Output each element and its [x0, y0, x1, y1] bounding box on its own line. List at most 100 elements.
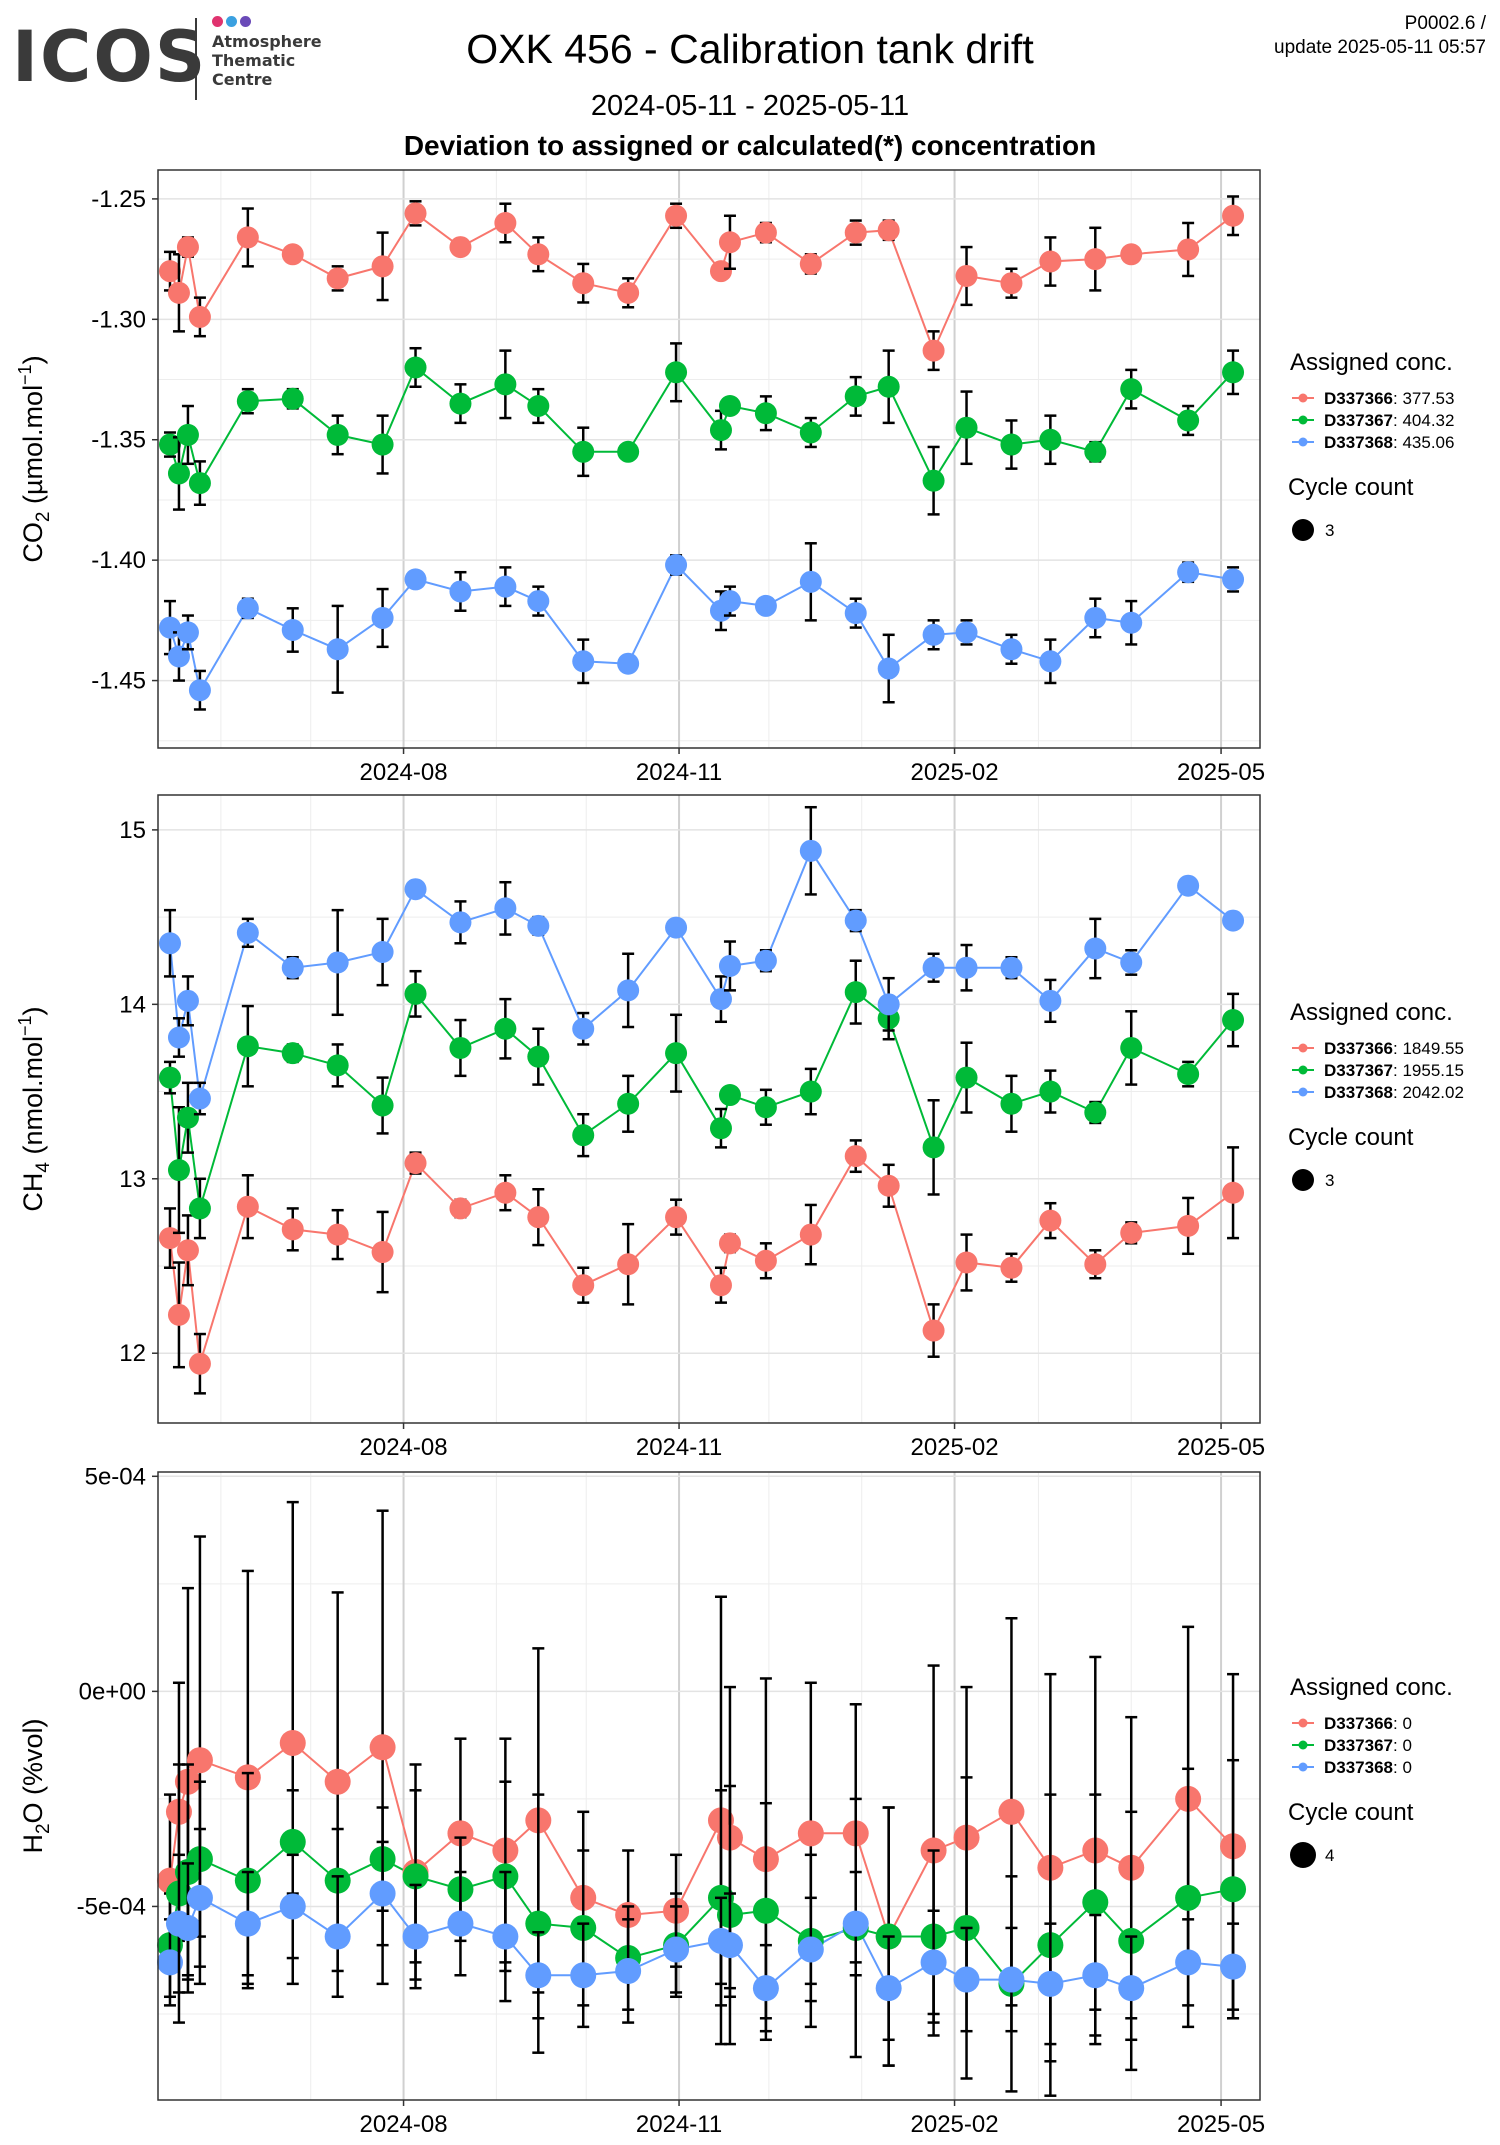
data-point-D337368 — [709, 988, 732, 1011]
data-point-D337368 — [447, 1910, 474, 1937]
data-point-D337366 — [494, 1181, 517, 1204]
legend-entry-D337368: D337368: 0 — [1324, 1758, 1412, 1777]
data-point-D337368 — [922, 623, 945, 646]
data-point-D337368 — [754, 594, 777, 617]
data-point-D337367 — [494, 1017, 517, 1040]
data-point-D337366 — [718, 231, 741, 254]
data-point-D337366 — [236, 226, 259, 249]
y-axis-title-subscript: 4 — [33, 1162, 54, 1173]
data-point-D337368 — [665, 916, 688, 939]
data-point-D337367 — [404, 982, 427, 1005]
data-point-D337366 — [167, 1303, 190, 1326]
data-point-D337366 — [158, 1227, 181, 1250]
version-info: P0002.6 / update 2025-05-11 05:57 — [1274, 12, 1486, 60]
data-point-D337367 — [1120, 1036, 1143, 1059]
data-point-D337366 — [326, 1223, 349, 1246]
data-point-D337368 — [236, 921, 259, 944]
data-point-D337367 — [449, 1036, 472, 1059]
legend-size-title: Cycle count — [1288, 1124, 1414, 1151]
chart-panel-3: 2024-08 2024-11 2025-02 2025-05 5e-04 0e+00 -5… — [18, 1463, 1453, 2138]
data-point-D337367 — [1084, 1101, 1107, 1124]
legend-size-title: Cycle count — [1288, 1799, 1414, 1826]
data-point-D337368 — [572, 1017, 595, 1040]
data-point-D337367 — [527, 1045, 550, 1068]
legend-series-value: : 1849.55 — [1393, 1039, 1464, 1058]
legend-series-name: D337367 — [1324, 1736, 1393, 1755]
data-point-D337367 — [955, 1066, 978, 1089]
data-point-D337366 — [176, 236, 199, 259]
data-point-D337366 — [665, 204, 688, 227]
data-point-D337367 — [1175, 1884, 1202, 1911]
data-point-D337367 — [326, 423, 349, 446]
data-point-D337366 — [877, 1174, 900, 1197]
data-point-D337368 — [188, 679, 211, 702]
y-axis-title-text: ) — [18, 1006, 48, 1015]
data-point-D337367 — [402, 1863, 429, 1890]
data-point-D337367 — [922, 1136, 945, 1159]
y-axis-title-text: H — [18, 1834, 48, 1854]
logo-dots-icon — [212, 14, 254, 32]
data-point-D337368 — [1084, 606, 1107, 629]
data-point-D337368 — [663, 1936, 690, 1963]
data-point-D337367 — [371, 1094, 394, 1117]
data-point-D337368 — [156, 1949, 183, 1976]
data-point-D337366 — [1120, 1221, 1143, 1244]
data-point-D337368 — [449, 911, 472, 934]
x-tick-label: 2024-11 — [636, 1434, 722, 1461]
data-point-D337368 — [718, 590, 741, 613]
y-axis-title-subscript: 2 — [33, 512, 54, 523]
legend-size-value: 4 — [1325, 1846, 1334, 1865]
y-axis-title-subscript: 2 — [33, 1823, 54, 1834]
legend-title: Assigned conc. — [1290, 999, 1453, 1026]
logo-sub-line: Atmosphere — [212, 32, 322, 51]
data-point-D337368 — [176, 989, 199, 1012]
legend-series-value: : 435.06 — [1393, 433, 1454, 452]
legend-entry-D337368: D337368: 2042.02 — [1324, 1083, 1464, 1102]
data-point-D337367 — [718, 1084, 741, 1107]
data-point-D337366 — [324, 1768, 351, 1795]
logo-dot — [226, 16, 237, 27]
data-point-D337368 — [371, 941, 394, 963]
data-point-D337368 — [752, 1975, 779, 2002]
data-point-D337367 — [236, 390, 259, 413]
legend-key-point — [1298, 1065, 1308, 1075]
data-point-D337368 — [1177, 874, 1200, 897]
y-axis-title-text: CO — [18, 522, 48, 563]
legend-size-key — [1290, 1842, 1316, 1868]
data-point-D337367 — [709, 1117, 732, 1140]
data-point-D337366 — [572, 272, 595, 295]
data-point-D337367 — [281, 1042, 304, 1065]
data-point-D337366 — [449, 1197, 472, 1220]
x-tick-label: 2024-11 — [636, 759, 722, 786]
data-point-D337366 — [1120, 243, 1143, 266]
data-point-D337368 — [1000, 638, 1023, 661]
data-point-D337368 — [754, 949, 777, 972]
y-tick-label: -1.35 — [91, 427, 146, 454]
data-point-D337367 — [1000, 433, 1023, 456]
plot-border — [157, 169, 1261, 749]
data-point-D337367 — [188, 472, 211, 495]
data-point-D337366 — [1177, 1214, 1200, 1237]
data-point-D337366 — [877, 219, 900, 242]
y-axis-title: CO2 (µmol.mol−1) — [15, 355, 54, 562]
data-point-D337366 — [369, 1734, 396, 1761]
data-point-D337366 — [844, 221, 867, 244]
data-point-D337366 — [371, 1241, 394, 1264]
data-point-D337368 — [326, 638, 349, 661]
data-point-D337366 — [1000, 1256, 1023, 1279]
data-point-D337366 — [404, 1152, 427, 1175]
data-point-D337366 — [617, 281, 640, 304]
legend-entry-D337367: D337367: 1955.15 — [1324, 1061, 1464, 1080]
legend-key-point — [1298, 437, 1308, 447]
legend-series-name: D337366 — [1324, 389, 1393, 408]
data-point-D337367 — [279, 1828, 306, 1855]
data-point-D337367 — [572, 1124, 595, 1147]
data-point-D337367 — [754, 1096, 777, 1119]
y-axis-title-text: (nmol.mol — [18, 1036, 48, 1162]
data-point-D337368 — [326, 951, 349, 974]
data-point-D337368 — [1177, 561, 1200, 584]
data-point-D337367 — [404, 356, 427, 379]
data-point-D337368 — [799, 570, 822, 593]
data-point-D337368 — [844, 602, 867, 625]
